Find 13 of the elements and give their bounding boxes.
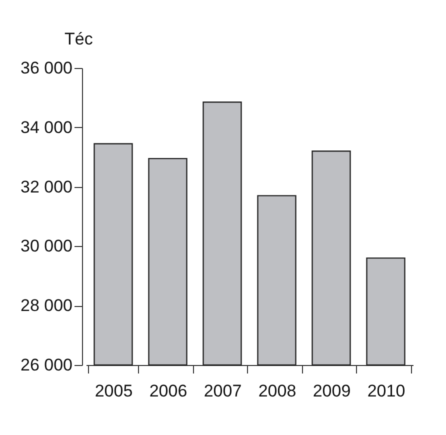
y-tick-label: 26 000 bbox=[20, 356, 72, 374]
y-tick-label: 36 000 bbox=[20, 58, 72, 78]
y-tick-label: 30 000 bbox=[20, 236, 72, 256]
x-tick-label: 2006 bbox=[149, 382, 188, 400]
y-axis-title: Téc bbox=[64, 30, 94, 48]
x-tick-label: 2010 bbox=[367, 382, 406, 400]
y-tick-label: 32 000 bbox=[20, 177, 72, 196]
x-tick-label: 2009 bbox=[312, 382, 351, 400]
x-tick-label: 2005 bbox=[94, 382, 133, 400]
y-tick-label: 28 000 bbox=[20, 296, 72, 316]
y-tick-label: 34 000 bbox=[20, 118, 72, 137]
x-tick-label: 2007 bbox=[204, 382, 242, 400]
x-tick-label: 2008 bbox=[258, 382, 296, 400]
